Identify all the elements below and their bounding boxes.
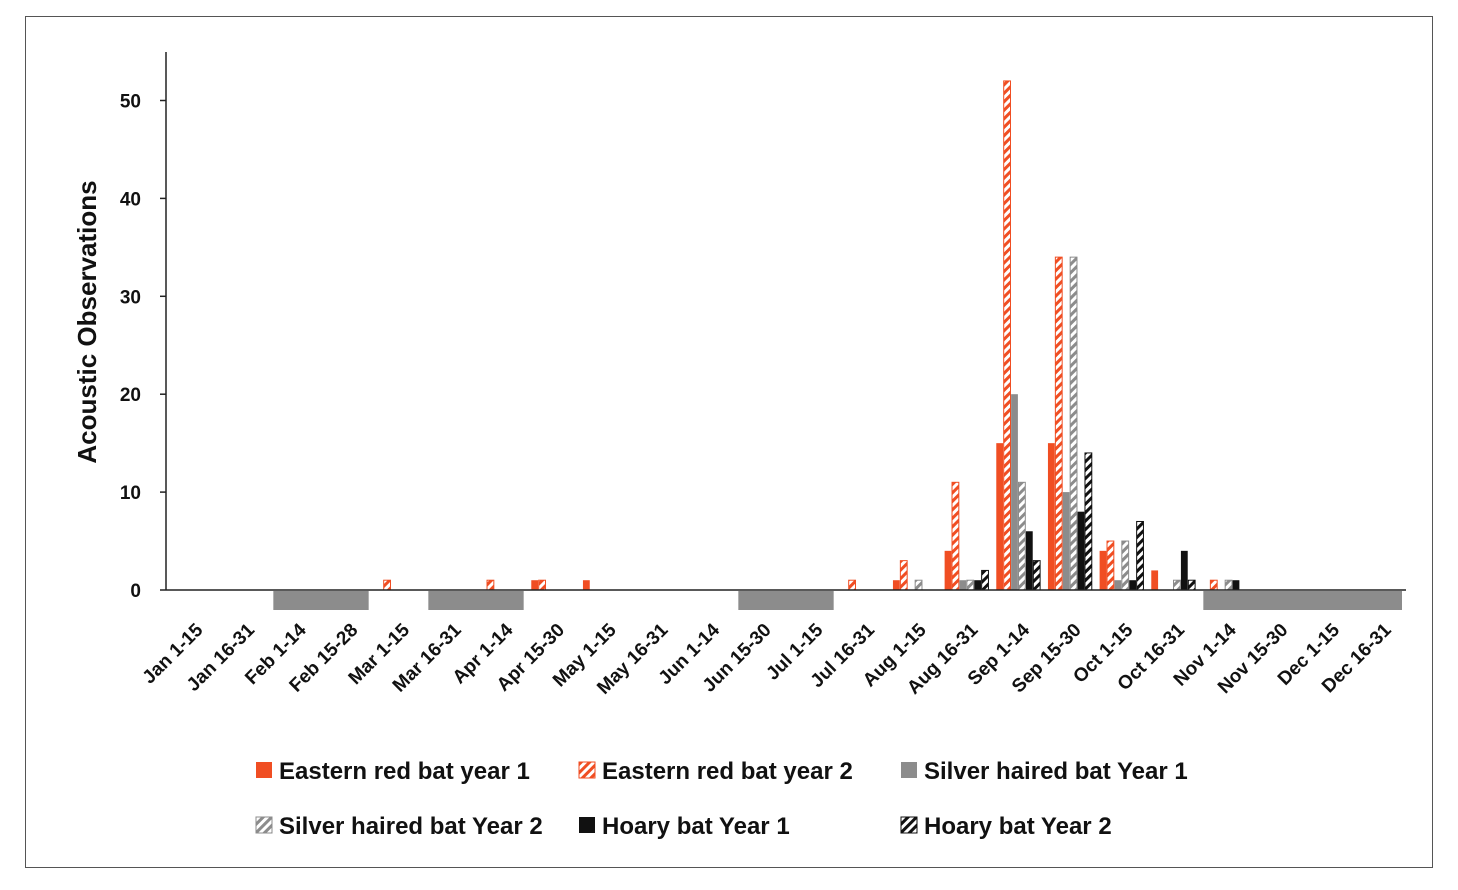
bar-eastern-red-bat-year-1-sep-15-30 (1047, 443, 1055, 590)
bar-hoary-bat-year-2-aug-16-31 (981, 569, 989, 591)
hibernation-bar (428, 591, 524, 610)
bar-eastern-red-bat-year-2-apr-1-14 (486, 579, 495, 591)
bar-silver-haired-bat-year-2-sep-15-30 (1069, 256, 1078, 591)
legend-label: Eastern red bat year 1 (279, 758, 530, 785)
bar-hoary-bat-year-1-oct-1-15 (1129, 580, 1137, 590)
bar-eastern-red-bat-year-2-mar-1-15 (383, 579, 392, 591)
bar-hoary-bat-year-1-nov-1-14 (1232, 580, 1240, 590)
bar-silver-haired-bat-year-2-nov-1-14 (1224, 579, 1233, 591)
bar-silver-haired-bat-year-2-sep-1-14 (1018, 481, 1026, 591)
bar-eastern-red-bat-year-2-sep-1-14 (1003, 80, 1012, 591)
bar-eastern-red-bat-year-2-aug-16-31 (951, 481, 960, 591)
bar-hoary-bat-year-1-sep-1-14 (1025, 531, 1033, 590)
y-tick-label: 0 (130, 581, 141, 602)
y-tick-label: 50 (120, 92, 141, 113)
bar-eastern-red-bat-year-2-sep-15-30 (1054, 256, 1063, 591)
bar-eastern-red-bat-year-2-nov-1-14 (1209, 579, 1218, 591)
legend-swatch (578, 761, 596, 779)
bar-eastern-red-bat-year-2-jul-16-31 (848, 579, 857, 591)
chart-frame: 0 10 20 30 40 50 Jan 1-15 Jan 16-31 Feb 1-14 Feb… (25, 16, 1433, 868)
bar-eastern-red-bat-year-1-oct-16-31 (1151, 570, 1159, 590)
bar-eastern-red-bat-year-2-oct-1-15 (1106, 540, 1115, 591)
bar-eastern-red-bat-year-1-apr-15-30 (531, 580, 539, 590)
bar-silver-haired-bat-year-1-aug-16-31 (959, 580, 967, 590)
y-tick-label: 20 (120, 385, 141, 406)
hibernation-bar (273, 591, 369, 610)
legend: Eastern red bat year 1 Eastern red bat ye… (255, 758, 1188, 840)
hibernation-bars (273, 591, 1402, 610)
bar-hoary-bat-year-1-oct-16-31 (1180, 550, 1188, 590)
hibernation-bar (1203, 591, 1402, 610)
legend-label: Hoary bat Year 1 (602, 813, 790, 840)
bar-hoary-bat-year-1-aug-16-31 (974, 580, 982, 590)
bar-silver-haired-bat-year-2-aug-16-31 (966, 579, 975, 591)
y-tick-label: 10 (120, 483, 141, 504)
bar-eastern-red-bat-year-1-oct-1-15 (1099, 550, 1107, 590)
y-tick-labels: 0 10 20 30 40 50 (120, 92, 166, 602)
bar-silver-haired-bat-year-1-sep-1-14 (1011, 394, 1018, 590)
bar-silver-haired-bat-year-1-sep-15-30 (1062, 492, 1070, 590)
bar-hoary-bat-year-2-sep-15-30 (1084, 452, 1093, 591)
legend-swatch (256, 762, 272, 778)
legend-swatch (579, 817, 595, 833)
bar-eastern-red-bat-year-1-aug-1-15 (892, 580, 900, 590)
bar-eastern-red-bat-year-1-may-1-15 (582, 580, 590, 590)
bar-hoary-bat-year-2-oct-1-15 (1136, 520, 1144, 591)
legend-swatch (901, 762, 917, 778)
bar-silver-haired-bat-year-2-aug-1-15 (914, 579, 923, 591)
bar-eastern-red-bat-year-2-aug-1-15 (899, 560, 908, 591)
bar-eastern-red-bat-year-1-aug-16-31 (944, 550, 952, 590)
hibernation-bar (738, 591, 834, 610)
legend-label: Silver haired bat Year 1 (924, 758, 1188, 785)
legend-label: Hoary bat Year 2 (924, 813, 1112, 840)
bar-eastern-red-bat-year-2-apr-15-30 (538, 579, 547, 591)
bar-silver-haired-bat-year-2-oct-1-15 (1121, 540, 1130, 591)
bar-eastern-red-bat-year-1-sep-1-14 (996, 443, 1004, 590)
y-tick-label: 30 (120, 287, 141, 308)
legend-swatch (255, 816, 273, 834)
legend-label: Silver haired bat Year 2 (279, 813, 543, 840)
y-tick-label: 40 (120, 189, 141, 210)
y-axis-title: Acoustic Observations (72, 180, 102, 463)
axes (165, 52, 1406, 591)
bar-silver-haired-bat-year-1-oct-1-15 (1114, 580, 1122, 590)
legend-swatch (900, 816, 918, 834)
bar-silver-haired-bat-year-2-oct-16-31 (1173, 579, 1181, 591)
bar-hoary-bat-year-2-sep-1-14 (1032, 560, 1041, 591)
bars-layer (383, 80, 1240, 591)
bar-hoary-bat-year-1-sep-15-30 (1077, 511, 1085, 590)
bar-hoary-bat-year-2-oct-16-31 (1187, 579, 1196, 591)
legend-label: Eastern red bat year 2 (602, 758, 853, 785)
